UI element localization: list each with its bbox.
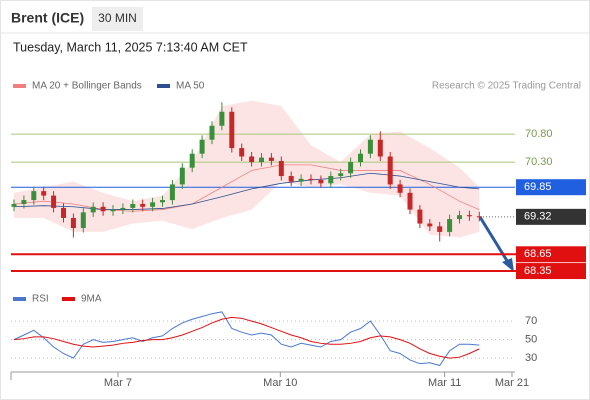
candle-body	[80, 212, 86, 229]
candle-body	[397, 184, 403, 193]
candle-body	[209, 125, 215, 140]
level-label: 69.32	[524, 211, 552, 223]
candle-body	[160, 200, 165, 203]
arrow-head	[502, 258, 514, 272]
level-box	[516, 179, 586, 196]
candle-body	[70, 217, 76, 229]
candle-body	[358, 153, 363, 163]
candle-body	[31, 191, 37, 201]
candle-body	[51, 195, 57, 208]
legend-label: MA 50	[176, 81, 205, 92]
candle-body	[100, 206, 106, 212]
candle-body	[318, 179, 324, 184]
instrument-title: Brent (ICE)	[11, 10, 84, 26]
level-label: 68.35	[524, 265, 552, 277]
candle-body	[437, 226, 443, 232]
candle-body	[140, 203, 146, 207]
rsi-ma-line	[13, 316, 480, 359]
x-tick-label: Mar 21	[495, 377, 529, 389]
candle-body	[169, 184, 175, 201]
candle-body	[348, 162, 354, 174]
candle-body	[259, 157, 264, 163]
legend-label: RSI	[32, 294, 49, 305]
bollinger-band	[14, 100, 480, 238]
candle-body	[150, 202, 156, 207]
candle-body	[11, 203, 17, 207]
candle-body	[417, 209, 423, 224]
x-tick-label: Mar 10	[263, 377, 297, 389]
candle-body	[189, 153, 195, 168]
candle-body	[120, 207, 126, 210]
rsi-tick-label: 70	[525, 315, 537, 327]
candle-body	[338, 173, 344, 177]
credit: Research © 2025 Trading Central	[432, 81, 581, 92]
timeframe-box	[92, 7, 143, 31]
candle-body	[229, 111, 235, 149]
timestamp: Tuesday, March 11, 2025 7:13:40 AM CET	[13, 40, 248, 54]
candle-body	[41, 191, 47, 196]
timeframe: 30 MIN	[98, 11, 137, 25]
legend-swatch	[157, 84, 170, 88]
level-label: 68.65	[524, 248, 552, 260]
candle-body	[61, 207, 66, 218]
candle-body	[308, 178, 314, 180]
candle-body	[367, 139, 373, 154]
candle-body	[90, 206, 96, 213]
level-label: 70.80	[525, 128, 553, 140]
candle-body	[21, 200, 27, 204]
level-box	[516, 263, 586, 280]
x-tick-label: Mar 7	[104, 377, 132, 389]
candle-body	[179, 167, 185, 185]
candle-body	[298, 178, 304, 182]
rsi-tick-label: 50	[525, 334, 537, 346]
candle-body	[447, 219, 453, 232]
legend-swatch	[13, 297, 26, 301]
candle-body	[249, 156, 255, 163]
candle-body	[427, 223, 433, 227]
forecast-arrow	[478, 216, 511, 265]
candle-body	[278, 160, 284, 177]
legend-swatch	[62, 297, 75, 301]
rsi-values-line	[13, 311, 480, 367]
candle-body	[466, 215, 472, 217]
level-box	[516, 246, 586, 263]
candle-body	[476, 216, 482, 218]
candle-body	[199, 139, 205, 154]
candle-body	[377, 139, 383, 157]
legend-label: 9MA	[81, 294, 102, 305]
level-label: 69.85	[524, 181, 552, 193]
legend-label: MA 20 + Bollinger Bands	[32, 81, 142, 92]
level-box	[516, 208, 586, 225]
candle-body	[130, 203, 136, 208]
x-tick-label: Mar 11	[428, 377, 461, 389]
candle-body	[328, 176, 334, 184]
candle-body	[239, 148, 245, 157]
candle-body	[288, 176, 294, 182]
candle-body	[387, 156, 393, 185]
level-label: 70.30	[525, 156, 553, 168]
candle-body	[457, 215, 462, 220]
candle-body	[110, 209, 116, 212]
rsi-tick-label: 30	[525, 352, 537, 364]
candle-body	[268, 157, 274, 161]
candle-body	[219, 111, 225, 126]
candle-body	[407, 192, 413, 210]
legend-swatch	[13, 84, 26, 88]
